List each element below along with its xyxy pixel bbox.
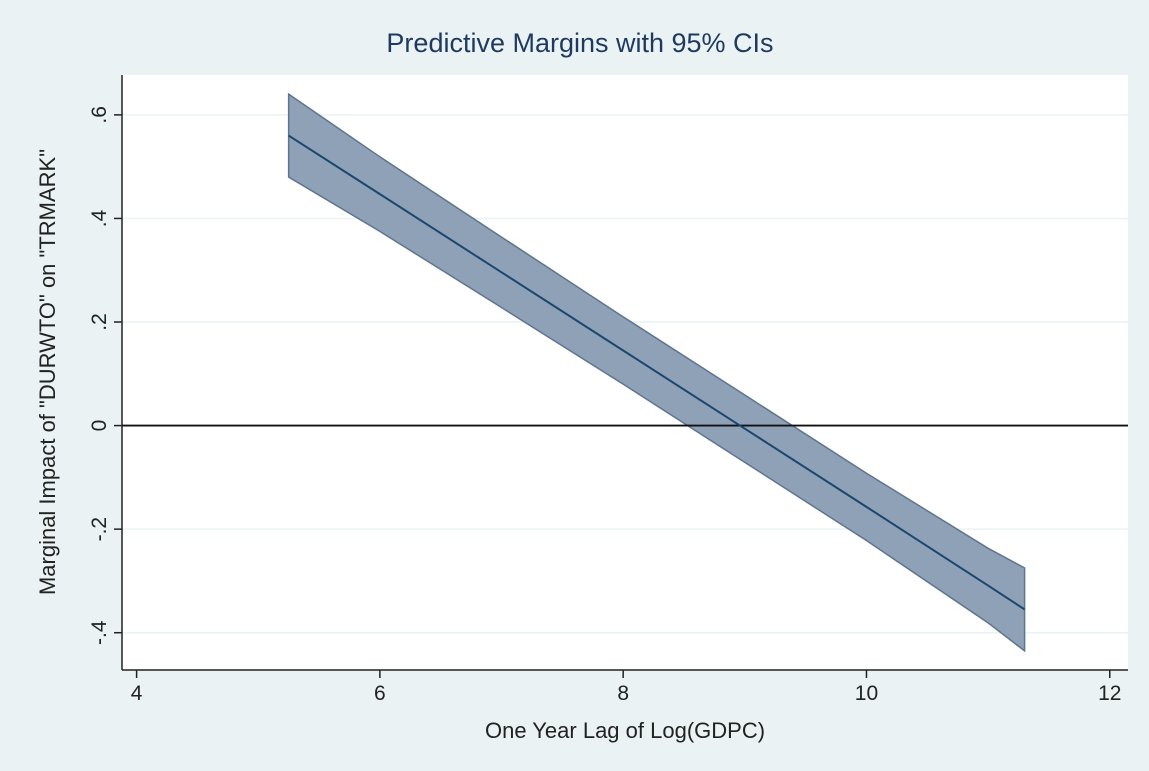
y-tick-label: .6 — [88, 106, 111, 124]
x-tick-label: 8 — [617, 682, 629, 705]
x-tick-label: 6 — [374, 682, 386, 705]
y-tick-label: .2 — [88, 313, 111, 331]
chart-title: Predictive Margins with 95% CIs — [386, 28, 773, 58]
x-tick-label: 12 — [1098, 682, 1121, 705]
margin-line — [288, 134, 1026, 611]
x-tick-label: 10 — [855, 682, 878, 705]
y-tick-label: -.4 — [88, 620, 111, 645]
y-tick-label: -.2 — [88, 517, 111, 542]
y-tick-label: 0 — [88, 420, 111, 432]
y-tick-label: .4 — [88, 209, 111, 227]
x-tick-label: 4 — [131, 682, 143, 705]
x-axis-title: One Year Lag of Log(GDPC) — [485, 718, 765, 743]
y-axis-title: Marginal Impact of "DURWTO" on "TRMARK" — [35, 149, 60, 595]
